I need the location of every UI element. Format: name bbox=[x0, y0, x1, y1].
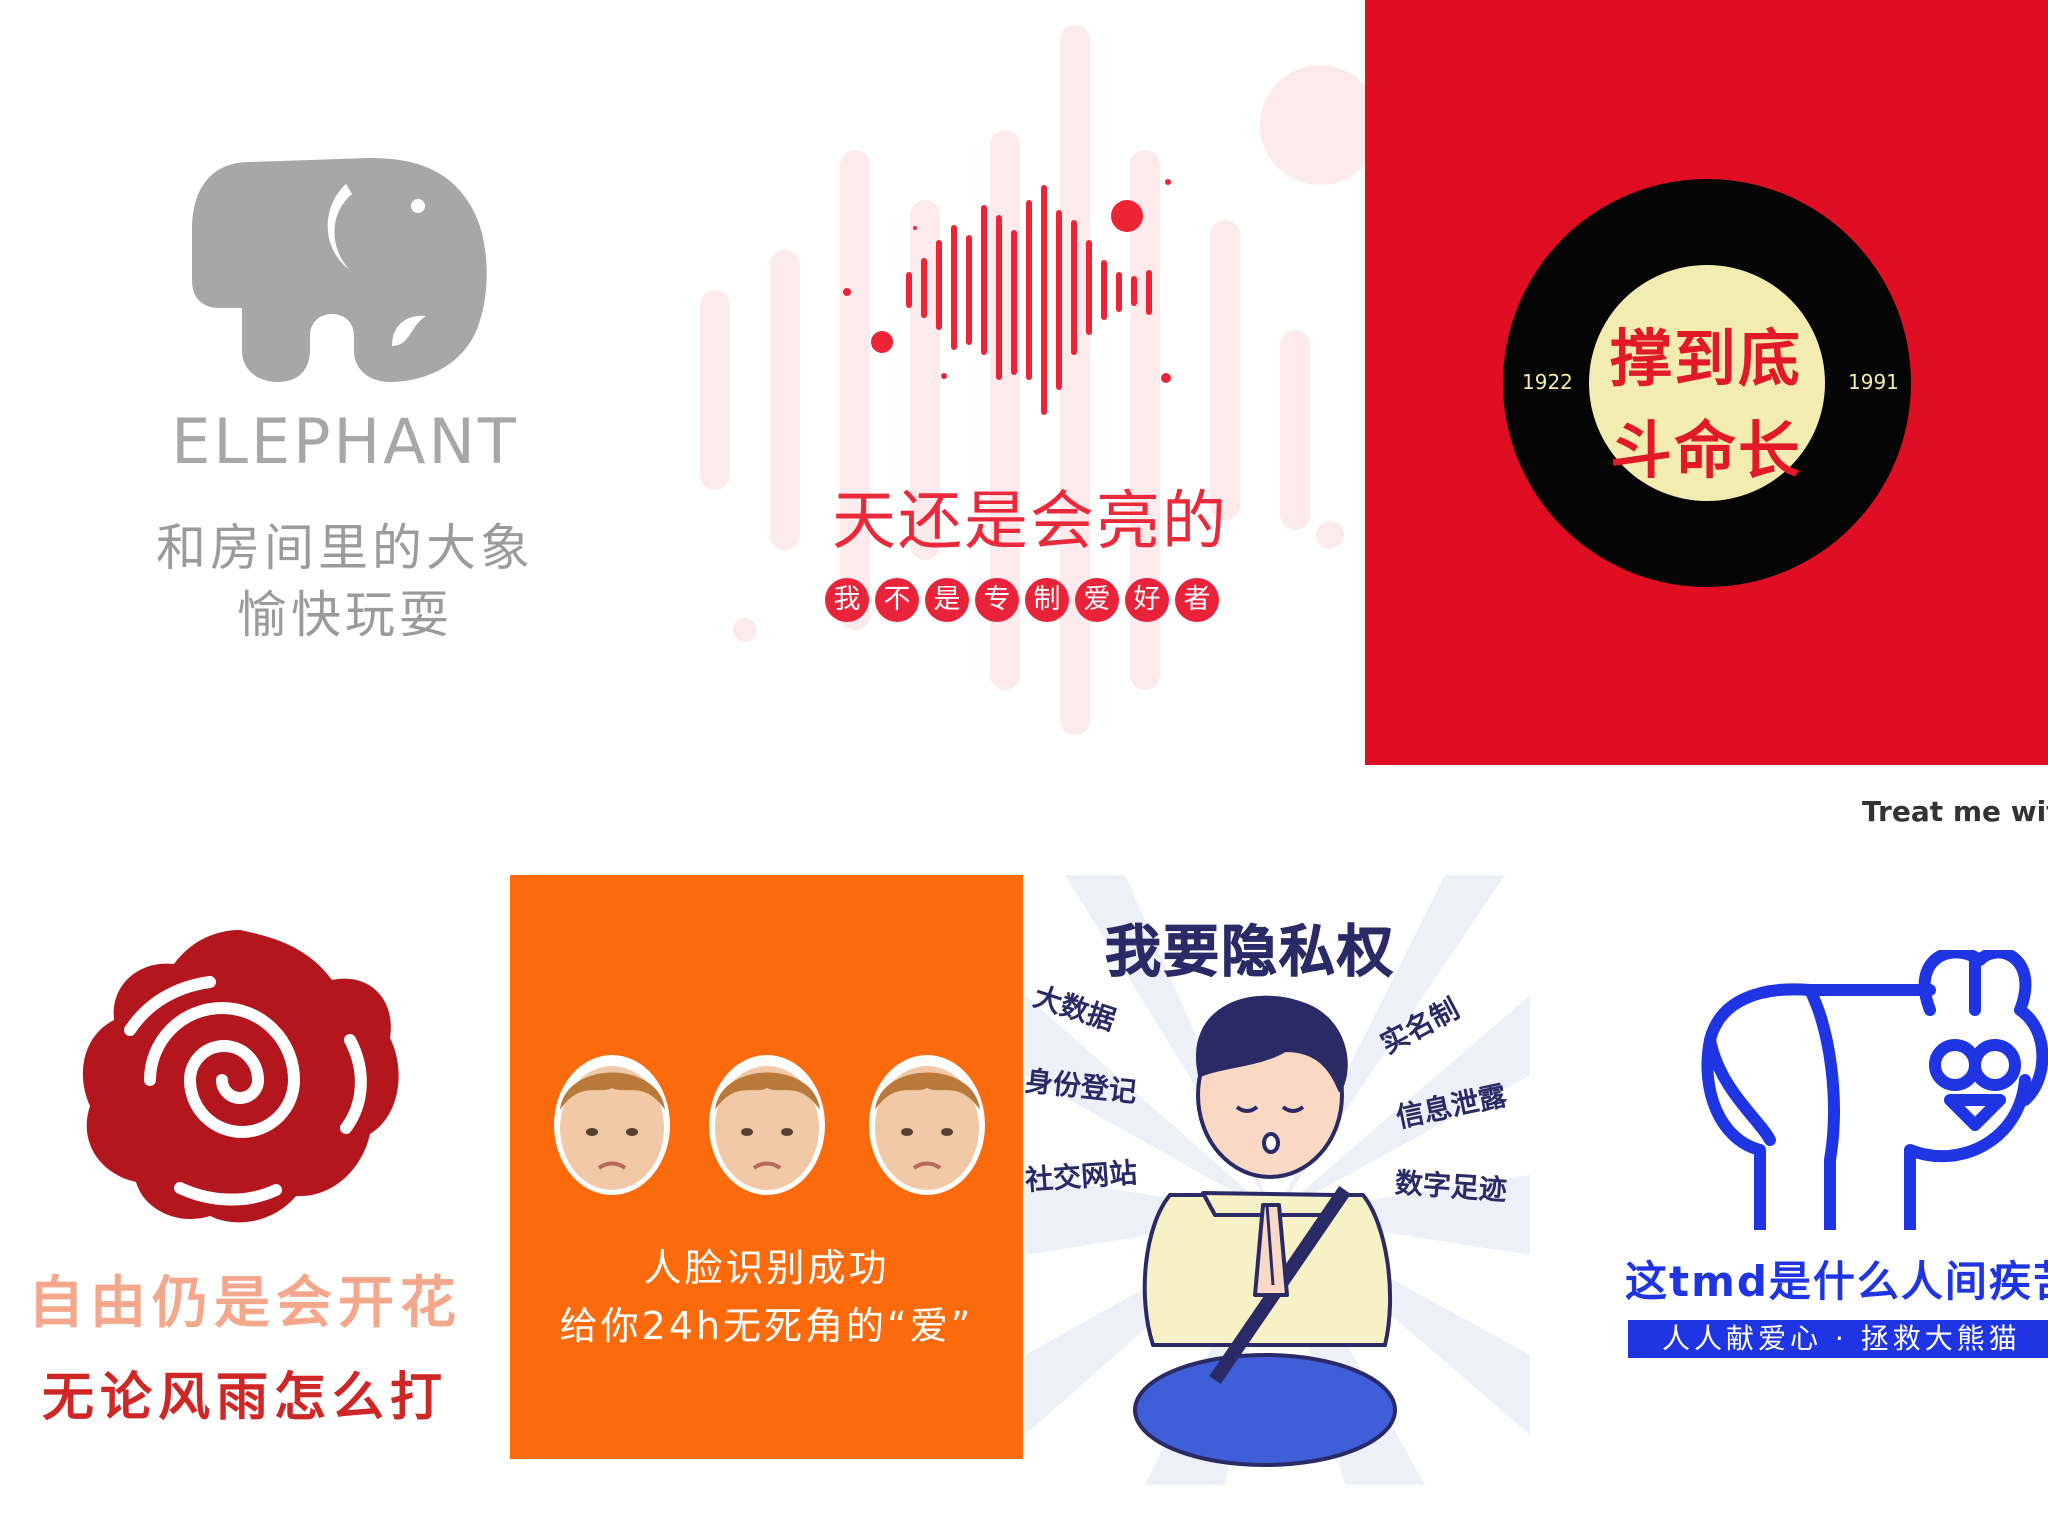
rose-line2: 无论风雨怎么打 bbox=[41, 1368, 448, 1428]
face-line2: 给你24h无死角的“爱” bbox=[559, 1304, 974, 1348]
soundwave-pill: 不 bbox=[875, 578, 919, 622]
elephant-logo bbox=[192, 158, 487, 382]
panda-icon bbox=[1701, 950, 2048, 1230]
face-line1: 人脸识别成功 bbox=[643, 1246, 890, 1290]
elephant-subtitle-line1: 和房间里的大象 bbox=[156, 519, 534, 577]
soundwave-pill: 我 bbox=[825, 578, 869, 622]
soundwave-title: 天还是会亮的 bbox=[832, 485, 1228, 559]
soundwave-pill: 专 bbox=[975, 578, 1019, 622]
rose-icon bbox=[82, 930, 399, 1223]
rose-line1: 自由仍是会开花 bbox=[28, 1271, 462, 1336]
child-face-image bbox=[869, 1055, 985, 1195]
soundwave-pill: 制 bbox=[1025, 578, 1069, 622]
overflow-caption: Treat me with bbox=[1862, 795, 2048, 828]
privacy-poster: 我要隐私权 大数据 身份登记 社交网站 实名制 信息泄露 数字足迹 bbox=[1025, 875, 1530, 1485]
privacy-title: 我要隐私权 bbox=[1105, 920, 1395, 986]
soundwave-graphic bbox=[700, 25, 1370, 735]
record-line1: 撑到底 bbox=[1609, 322, 1802, 395]
record-disc bbox=[1503, 179, 1911, 587]
privacy-tag-right: 数字足迹 bbox=[1393, 1166, 1508, 1207]
panda-band: 人人献爱心 · 拯救大熊猫 bbox=[1628, 1320, 2048, 1358]
soundwave-pill: 好 bbox=[1125, 578, 1169, 622]
soundwave-pill: 者 bbox=[1175, 578, 1219, 622]
child-face-image bbox=[554, 1055, 670, 1195]
soundwave-pill-row: 我 不 是 专 制 爱 好 者 bbox=[825, 578, 1219, 622]
record-year-right: 1991 bbox=[1848, 370, 1899, 394]
soundwave-pill: 爱 bbox=[1075, 578, 1119, 622]
panda-title: 这tmd是什么人间疾苦 bbox=[1625, 1257, 2048, 1306]
elephant-title: ELEPHANT bbox=[171, 405, 519, 478]
record-line2: 斗命长 bbox=[1609, 414, 1802, 487]
record-year-left: 1922 bbox=[1522, 370, 1573, 394]
child-face-image bbox=[709, 1055, 825, 1195]
privacy-tag-left: 社交网站 bbox=[1025, 1156, 1139, 1197]
sunburst-background bbox=[1025, 875, 1530, 1485]
face-recognition-panel: 人脸识别成功 给你24h无死角的“爱” bbox=[510, 875, 1023, 1459]
elephant-subtitle-line2: 愉快玩耍 bbox=[237, 586, 453, 644]
soundwave-pill: 是 bbox=[925, 578, 969, 622]
